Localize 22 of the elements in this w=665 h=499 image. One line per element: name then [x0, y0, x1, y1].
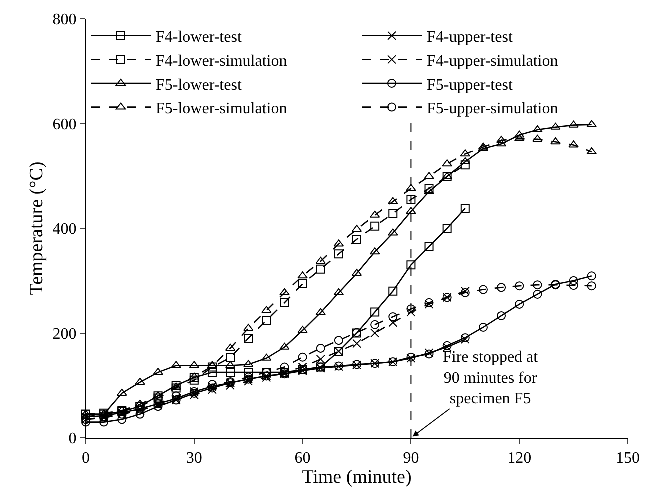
x-axis-title: Time (minute) [302, 467, 412, 488]
legend-label: F4-lower-test [156, 29, 242, 46]
legend-label: F4-upper-test [427, 29, 514, 46]
x-tick-label: 30 [186, 450, 202, 468]
y-tick-label: 0 [68, 430, 77, 448]
y-tick-label: 600 [52, 116, 77, 134]
annotation: Fire stopped at 90 minutes for specimen F5 [443, 349, 539, 408]
x-tick-label: 120 [508, 450, 532, 468]
legend-label: F5-upper-simulation [427, 100, 558, 118]
y-tick-label: 400 [52, 221, 77, 238]
x-tick-label: 150 [616, 450, 640, 468]
legend-label: F5-lower-test [156, 76, 242, 94]
legend-label: F4-upper-simulation [427, 52, 558, 70]
y-axis-title: Temperature (°C) [26, 162, 48, 296]
y-tick-label: 200 [52, 326, 77, 343]
y-tick-label: 800 [52, 12, 77, 29]
legend-label: F5-lower-simulation [156, 100, 288, 118]
legend-label: F5-upper-test [427, 76, 514, 94]
x-tick-label: 0 [82, 450, 90, 468]
x-tick-label: 60 [294, 450, 311, 468]
legend-label: F4-lower-simulation [156, 52, 288, 70]
x-tick-label: 90 [403, 450, 420, 468]
